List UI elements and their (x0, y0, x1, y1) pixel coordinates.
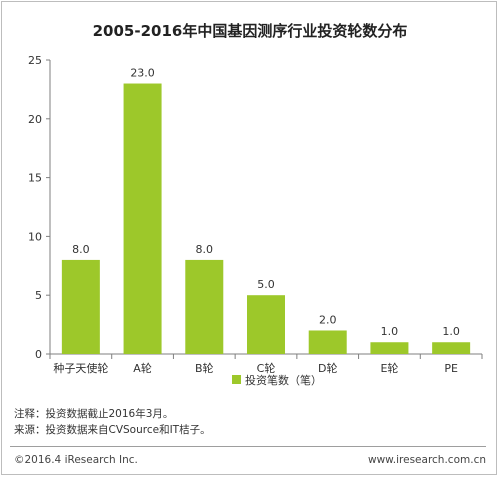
category-label: 种子天使轮 (53, 361, 108, 375)
chart-notes: 注释：投资数据截止2016年3月。 来源：投资数据来自CVSource和IT桔子… (14, 406, 211, 438)
website-link[interactable]: www.iresearch.com.cn (367, 454, 486, 466)
bar-value-label: 1.0 (381, 325, 399, 338)
bar (370, 342, 409, 354)
y-tick-label: 25 (28, 54, 42, 67)
category-label: A轮 (133, 361, 152, 375)
category-label: D轮 (318, 361, 337, 375)
y-tick-label: 5 (35, 289, 42, 302)
bar-value-label: 1.0 (442, 325, 460, 338)
legend-label: 投资笔数（笔） (245, 373, 322, 387)
bar (123, 83, 162, 355)
bar-value-label: 8.0 (196, 243, 214, 256)
bar-value-label: 8.0 (72, 243, 90, 256)
y-tick-label: 15 (28, 172, 42, 185)
bar-value-label: 2.0 (319, 313, 337, 326)
category-label: E轮 (380, 361, 398, 375)
bar (432, 342, 471, 354)
legend-swatch (232, 375, 241, 384)
bar (247, 295, 285, 354)
note-line: 注释：投资数据截止2016年3月。 (14, 408, 174, 420)
bar-chart: 0 5 10 15 20 25 8.0 种子天使轮 23.0 A轮 8.0 B轮 5.0 C轮 2.0 D轮 1… (28, 54, 483, 387)
bar-value-label: 5.0 (257, 278, 275, 291)
copyright-text: ©2016.4 iResearch Inc. (14, 454, 138, 466)
bar (185, 259, 224, 354)
source-line: 来源：投资数据来自CVSource和IT桔子。 (14, 424, 211, 436)
y-tick-label: 10 (28, 230, 42, 243)
y-tick-label: 0 (35, 348, 42, 361)
y-tick-label: 20 (28, 113, 42, 126)
bar (308, 330, 347, 354)
category-label: PE (444, 362, 458, 375)
footer-divider (10, 446, 486, 447)
chart-title: 2005-2016年中国基因测序行业投资轮数分布 (92, 22, 408, 40)
bar-value-label: 23.0 (130, 67, 155, 80)
category-label: C轮 (257, 361, 276, 375)
bar (61, 259, 100, 354)
category-label: B轮 (195, 361, 214, 375)
